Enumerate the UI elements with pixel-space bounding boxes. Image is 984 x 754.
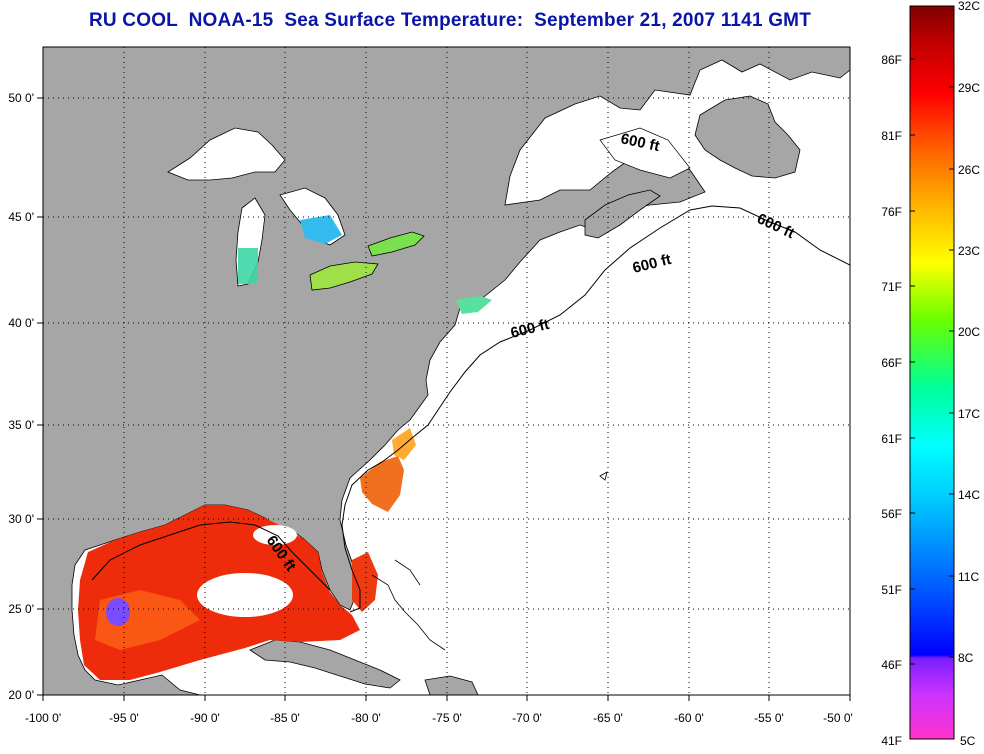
axis-tick-marks [37, 97, 851, 701]
lat-tick-label: 35 0' [8, 418, 34, 432]
colorbar-c-label: 5C [960, 734, 976, 748]
shelf-gulf-st-lawrence [599, 127, 691, 179]
lon-tick-label: -80 0' [351, 711, 381, 725]
lon-tick-label: -100 0' [25, 711, 61, 725]
lake-huron-sst [300, 215, 342, 244]
map-title: RU COOL NOAA-15 Sea Surface Temperature:… [88, 10, 812, 31]
colorbar-f-label: 61F [881, 432, 902, 446]
colorbar-f-label: 71F [881, 280, 902, 294]
contour-600ft-gulf [91, 521, 331, 591]
colorbar-c-label: 23C [958, 244, 980, 258]
colorbar-f-label: 66F [881, 356, 902, 370]
land-hispaniola [424, 675, 479, 695]
lon-tick-label: -75 0' [432, 711, 462, 725]
colorbar-ticks [910, 5, 954, 665]
land-nova-scotia [584, 189, 661, 239]
lake-michigan-sst [238, 248, 258, 284]
colorbar-f-label: 46F [881, 658, 902, 672]
lat-tick-label: 20 0' [8, 688, 34, 702]
lon-tick-label: -85 0' [270, 711, 300, 725]
lon-tick-label: -55 0' [754, 711, 784, 725]
colorbar-c-label: 11C [958, 570, 979, 584]
carolina-gulf-stream-sst [360, 456, 404, 512]
colorbar-f-label: 81F [881, 129, 902, 143]
lat-tick-label: 40 0' [8, 316, 34, 330]
mid-atlantic-bight-sst [456, 296, 492, 314]
colorbar-c-label: 32C [958, 0, 980, 13]
gulf-no-data-patch [197, 573, 293, 617]
lat-tick-label: 25 0' [8, 602, 34, 616]
colorbar-celsius-labels: 32C 29C 26C 23C 20C 17C 14C 11C 8C 5C [958, 0, 980, 748]
colorbar-f-label: 86F [881, 53, 902, 67]
land-newfoundland [694, 95, 801, 179]
colorbar-f-label: 56F [881, 507, 902, 521]
lon-tick-label: -90 0' [190, 711, 220, 725]
lon-tick-label: -70 0' [512, 711, 542, 725]
map-graticule [43, 47, 850, 695]
contour-600ft [341, 205, 850, 613]
gulf-cold-patch [106, 598, 130, 626]
colorbar-c-label: 26C [958, 163, 980, 177]
colorbar-f-label: 51F [881, 583, 902, 597]
lon-tick-label: -60 0' [674, 711, 704, 725]
colorbar: 86F 81F 76F 71F 66F 61F 56F 51F 46F 41F … [881, 0, 980, 748]
latitude-axis: 50 0' 45 0' 40 0' 35 0' 30 0' 25 0' 20 0… [8, 91, 34, 702]
lake-ontario [367, 231, 425, 257]
lat-tick-label: 50 0' [8, 91, 34, 105]
lake-superior [167, 127, 286, 181]
colorbar-c-label: 17C [958, 407, 980, 421]
lon-tick-label: -50 0' [823, 711, 853, 725]
bahamas-islands [371, 471, 608, 651]
colorbar-f-label: 76F [881, 205, 902, 219]
lake-erie [309, 261, 379, 291]
colorbar-c-label: 29C [958, 81, 980, 95]
florida-straits-sst [352, 552, 378, 612]
colorbar-f-label: 41F [881, 734, 902, 748]
colorbar-c-label: 20C [958, 325, 980, 339]
great-lakes [167, 127, 425, 291]
colorbar-c-label: 8C [958, 651, 974, 665]
lon-tick-label: -65 0' [593, 711, 623, 725]
colorbar-c-label: 14C [958, 488, 980, 502]
longitude-axis: -100 0' -95 0' -90 0' -85 0' -80 0' -75 … [25, 711, 853, 725]
lat-tick-label: 45 0' [8, 210, 34, 224]
land-cuba [249, 639, 401, 689]
colorbar-fahrenheit-labels: 86F 81F 76F 71F 66F 61F 56F 51F 46F 41F [881, 53, 902, 748]
lon-tick-label: -95 0' [109, 711, 139, 725]
lat-tick-label: 30 0' [8, 512, 34, 526]
carolina-shelf-sst [392, 428, 416, 460]
colorbar-gradient [909, 5, 955, 740]
